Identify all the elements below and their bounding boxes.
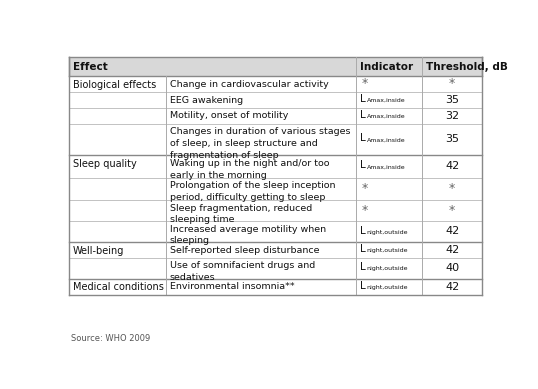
Text: *: * — [361, 204, 367, 217]
Text: 35: 35 — [445, 134, 459, 144]
Bar — [69, 279, 482, 295]
Text: Environmental insomnia**: Environmental insomnia** — [169, 282, 294, 291]
Text: Use of somnifacient drugs and
sedatives: Use of somnifacient drugs and sedatives — [169, 261, 315, 282]
Bar — [69, 221, 482, 242]
Text: night,outside: night,outside — [366, 230, 408, 235]
Text: night,outside: night,outside — [366, 266, 408, 272]
Text: L: L — [360, 244, 366, 254]
Bar — [69, 200, 482, 221]
Text: Sleep quality: Sleep quality — [73, 159, 137, 169]
Text: L: L — [360, 281, 366, 291]
Text: Prolongation of the sleep inception
period, difficulty getting to sleep: Prolongation of the sleep inception peri… — [169, 181, 335, 202]
Bar — [69, 155, 482, 177]
Text: Threshold, dB: Threshold, dB — [426, 61, 507, 72]
Bar — [69, 108, 482, 124]
Text: *: * — [449, 204, 455, 217]
Text: night,outside: night,outside — [366, 285, 408, 290]
Text: night,outside: night,outside — [366, 248, 408, 253]
Text: 42: 42 — [445, 282, 459, 292]
Bar — [69, 76, 482, 92]
Text: L: L — [360, 160, 366, 170]
Text: L: L — [360, 94, 366, 104]
Text: L: L — [360, 110, 366, 120]
Text: L: L — [360, 133, 366, 144]
Bar — [69, 92, 482, 108]
Text: Waking up in the night and/or too
early in the morning: Waking up in the night and/or too early … — [169, 159, 329, 179]
Text: 32: 32 — [445, 111, 459, 121]
Text: Self-reported sleep disturbance: Self-reported sleep disturbance — [169, 245, 319, 254]
Bar — [69, 57, 482, 76]
Text: *: * — [449, 77, 455, 91]
Text: *: * — [361, 77, 367, 91]
Text: 40: 40 — [445, 263, 459, 273]
Text: Amax,inside: Amax,inside — [366, 137, 405, 142]
Bar — [69, 177, 482, 200]
Text: Amax,inside: Amax,inside — [366, 98, 405, 103]
Text: L: L — [360, 263, 366, 272]
Text: 42: 42 — [445, 226, 459, 237]
Bar — [69, 124, 482, 155]
Text: Source: WHO 2009: Source: WHO 2009 — [72, 334, 151, 343]
Text: Biological effects: Biological effects — [73, 80, 156, 89]
Text: 42: 42 — [445, 161, 459, 171]
Bar — [69, 258, 482, 279]
Text: Changes in duration of various stages
of sleep, in sleep structure and
fragmenta: Changes in duration of various stages of… — [169, 127, 350, 160]
Text: Amax,inside: Amax,inside — [366, 165, 405, 170]
Text: 42: 42 — [445, 245, 459, 255]
Text: L: L — [360, 226, 366, 236]
Bar — [69, 242, 482, 258]
Text: Indicator: Indicator — [359, 61, 413, 72]
Text: Change in cardiovascular activity: Change in cardiovascular activity — [169, 80, 328, 89]
Text: *: * — [361, 182, 367, 195]
Text: 35: 35 — [445, 95, 459, 105]
Text: Sleep fragmentation, reduced
sleeping time: Sleep fragmentation, reduced sleeping ti… — [169, 203, 312, 224]
Text: *: * — [449, 182, 455, 195]
Text: EEG awakening: EEG awakening — [169, 96, 243, 105]
Text: Effect: Effect — [73, 61, 108, 72]
Text: Increased average motility when
sleeping: Increased average motility when sleeping — [169, 224, 326, 245]
Text: Well-being: Well-being — [73, 245, 124, 256]
Text: Medical conditions: Medical conditions — [73, 282, 164, 293]
Text: Amax,inside: Amax,inside — [366, 114, 405, 119]
Text: Motility, onset of motility: Motility, onset of motility — [169, 111, 288, 120]
